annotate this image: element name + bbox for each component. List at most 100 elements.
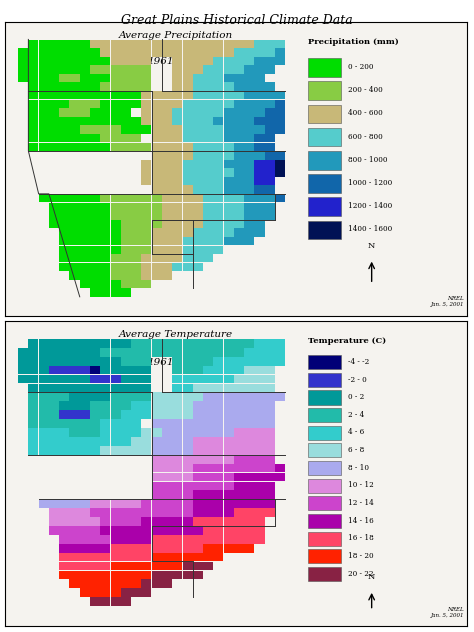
Bar [182, 151, 192, 159]
Bar [59, 65, 69, 74]
Bar [244, 490, 254, 499]
Bar [308, 496, 341, 511]
Bar [70, 580, 80, 588]
Bar [182, 40, 192, 48]
Bar [100, 271, 110, 279]
Bar [234, 185, 244, 194]
Bar [152, 237, 162, 245]
Bar [182, 446, 192, 454]
Bar [152, 177, 162, 185]
Bar [141, 228, 152, 237]
Bar [182, 544, 192, 552]
Bar [213, 108, 223, 117]
Bar [80, 203, 90, 211]
Bar [234, 74, 244, 82]
Bar [90, 419, 100, 428]
Text: -4 - -2: -4 - -2 [348, 358, 369, 366]
Bar [193, 57, 203, 65]
Bar [234, 526, 244, 535]
Bar [141, 237, 152, 245]
Bar [172, 375, 182, 384]
Bar [224, 194, 234, 202]
Bar [255, 339, 264, 348]
Bar [255, 366, 264, 374]
Bar [213, 375, 223, 384]
Bar [244, 117, 254, 125]
Bar [152, 100, 162, 108]
Bar [131, 117, 141, 125]
Bar [121, 280, 131, 288]
Bar [203, 108, 213, 117]
Bar [244, 482, 254, 490]
Bar [203, 348, 213, 356]
Bar [121, 65, 131, 74]
Bar [162, 464, 172, 473]
Bar [213, 446, 223, 454]
Bar [90, 263, 100, 271]
Bar [213, 357, 223, 365]
Bar [70, 237, 80, 245]
Bar [28, 410, 38, 419]
Bar [213, 220, 223, 228]
Bar [172, 357, 182, 365]
Bar [162, 410, 172, 419]
Bar [193, 553, 203, 561]
Text: Temperature (C): Temperature (C) [308, 337, 386, 345]
Bar [172, 160, 182, 168]
Bar [244, 108, 254, 117]
Bar [162, 571, 172, 580]
Bar [100, 357, 110, 365]
Bar [141, 508, 152, 517]
Bar [224, 185, 234, 194]
Bar [141, 245, 152, 254]
Bar [152, 143, 162, 151]
Bar [152, 263, 162, 271]
Bar [203, 117, 213, 125]
Bar [110, 254, 121, 262]
Bar [275, 348, 285, 356]
Bar [18, 348, 28, 356]
Bar [244, 428, 254, 437]
Bar [90, 143, 100, 151]
Bar [100, 526, 110, 535]
Bar [90, 125, 100, 134]
Bar [100, 263, 110, 271]
Bar [244, 473, 254, 482]
Bar [141, 428, 152, 437]
Bar [193, 40, 203, 48]
Bar [152, 464, 162, 473]
Text: 600 - 800: 600 - 800 [348, 133, 383, 141]
Bar [152, 339, 162, 348]
Bar [80, 419, 90, 428]
Bar [234, 228, 244, 237]
Bar [172, 366, 182, 374]
Bar [141, 203, 152, 211]
Bar [275, 339, 285, 348]
Bar [121, 117, 131, 125]
Bar [182, 100, 192, 108]
Bar [121, 339, 131, 348]
Bar [121, 535, 131, 544]
Bar [49, 57, 59, 65]
Bar [131, 271, 141, 279]
Bar [172, 143, 182, 151]
Bar [162, 419, 172, 428]
Bar [39, 392, 49, 401]
Bar [28, 384, 38, 392]
Bar [70, 117, 80, 125]
Bar [255, 375, 264, 384]
Text: 18 - 20: 18 - 20 [348, 552, 374, 560]
Bar [28, 339, 38, 348]
Bar [308, 391, 341, 404]
Bar [213, 74, 223, 82]
Bar [39, 194, 49, 202]
Bar [80, 428, 90, 437]
Bar [255, 134, 264, 142]
Bar [121, 419, 131, 428]
Bar [244, 508, 254, 517]
Bar [264, 410, 275, 419]
Bar [234, 384, 244, 392]
Bar [152, 203, 162, 211]
Bar [80, 125, 90, 134]
Bar [39, 83, 49, 91]
